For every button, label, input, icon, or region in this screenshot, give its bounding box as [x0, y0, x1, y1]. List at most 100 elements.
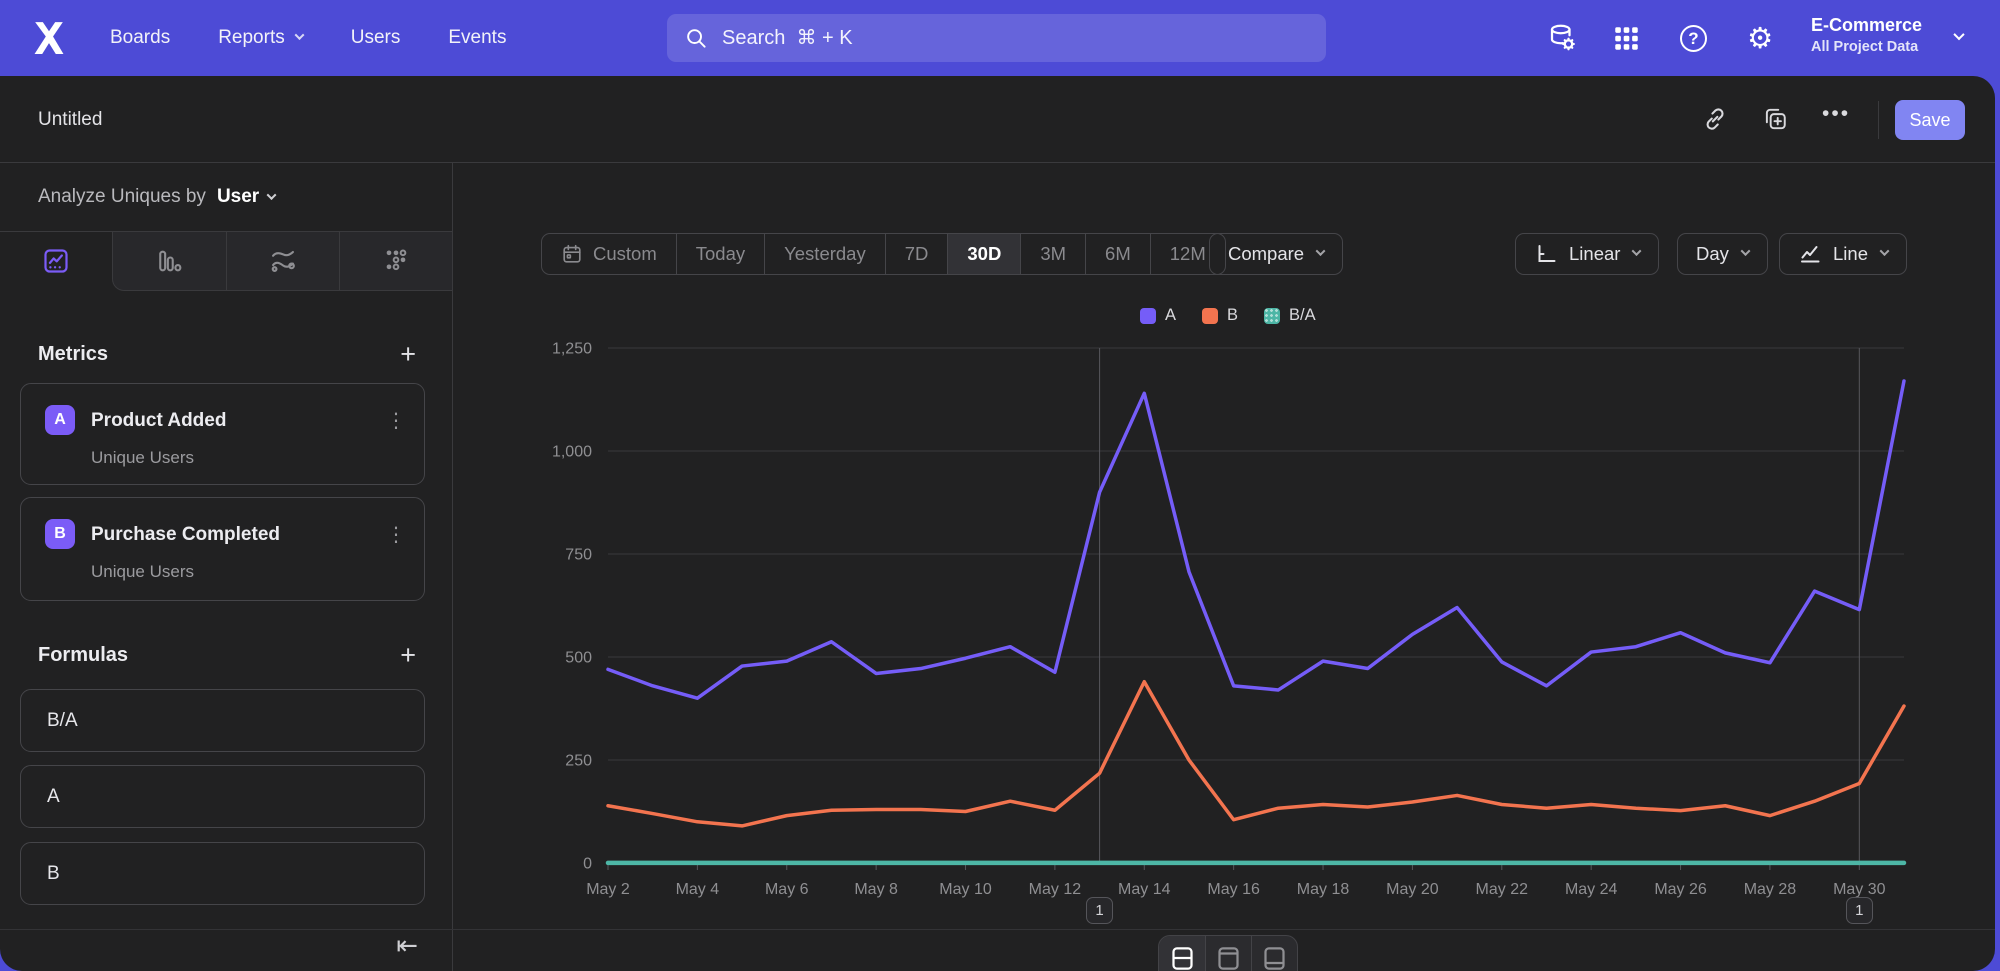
- range-7d[interactable]: 7D: [884, 234, 948, 274]
- formula-card-a[interactable]: A: [20, 765, 425, 828]
- svg-text:May 30: May 30: [1833, 881, 1886, 898]
- trend-chart-svg: 0 250 500 750 1,000 1,250 May 2 May 4 May 6 May 8…: [552, 341, 1907, 898]
- svg-text:May 14: May 14: [1118, 881, 1171, 898]
- collapse-sidebar-icon[interactable]: ⇤: [396, 931, 418, 961]
- query-builder-sidebar: Analyze Uniques by User Metrics + A Pr: [0, 163, 453, 971]
- mixpanel-logo-icon[interactable]: [32, 22, 66, 54]
- metric-card-product-added[interactable]: A Product Added ⋮ Unique Users: [20, 383, 425, 485]
- nav-item-boards[interactable]: Boards: [110, 27, 171, 48]
- copy-link-icon[interactable]: [1702, 106, 1728, 132]
- range-3m[interactable]: 3M: [1020, 234, 1085, 274]
- data-management-icon[interactable]: [1546, 22, 1578, 54]
- range-6m[interactable]: 6M: [1085, 234, 1150, 274]
- svg-text:May 16: May 16: [1207, 881, 1260, 898]
- nav-item-events[interactable]: Events: [448, 27, 507, 48]
- metric-subtitle[interactable]: Unique Users: [91, 562, 194, 581]
- app-panel: Untitled ••• Save Analyze Uniques by Use…: [0, 76, 1995, 971]
- search-icon: [685, 27, 708, 50]
- report-title[interactable]: Untitled: [38, 109, 103, 130]
- range-yesterday[interactable]: Yesterday: [764, 234, 885, 274]
- nav-item-users[interactable]: Users: [350, 27, 401, 48]
- metric-menu-button[interactable]: ⋮: [386, 408, 406, 432]
- metric-card-purchase-completed[interactable]: B Purchase Completed ⋮ Unique Users: [20, 497, 425, 601]
- project-selector[interactable]: E-Commerce All Project Data: [1811, 15, 1922, 55]
- trend-chart[interactable]: 0 250 500 750 1,000 1,250 May 2 May 4 May 6 May 8…: [460, 300, 1960, 960]
- chevron-down-icon: [266, 189, 277, 200]
- legend-swatch: [1202, 307, 1219, 324]
- tab-flow-chart[interactable]: [225, 232, 339, 291]
- tab-bar-chart[interactable]: [112, 232, 226, 291]
- legend-item-a[interactable]: A: [1140, 306, 1176, 325]
- compare-dropdown[interactable]: Compare: [1209, 233, 1344, 275]
- chevron-down-icon: [294, 30, 305, 41]
- range-today[interactable]: Today: [675, 234, 764, 274]
- svg-text:May 28: May 28: [1744, 881, 1797, 898]
- svg-text:May 4: May 4: [676, 881, 720, 898]
- more-options-button[interactable]: •••: [1822, 102, 1851, 125]
- range-30d[interactable]: 30D: [947, 234, 1021, 274]
- layout-split-button[interactable]: [1159, 936, 1205, 971]
- formulas-title: Formulas: [38, 643, 129, 666]
- layout-bottom-button[interactable]: [1251, 936, 1297, 971]
- annotation-marker[interactable]: 1: [1845, 897, 1873, 924]
- divider: [1878, 101, 1879, 139]
- search-bar[interactable]: [667, 14, 1326, 62]
- scale-dropdown[interactable]: Linear: [1515, 233, 1660, 275]
- metrics-header: Metrics +: [38, 340, 416, 368]
- save-button[interactable]: Save: [1895, 100, 1965, 140]
- svg-text:0: 0: [583, 856, 592, 873]
- help-icon[interactable]: ?: [1680, 25, 1707, 52]
- top-nav: Boards Reports Users Events ? ⚙ E-Commer…: [0, 0, 2000, 76]
- metric-badge: B: [45, 519, 75, 549]
- svg-text:250: 250: [565, 753, 592, 770]
- metric-menu-button[interactable]: ⋮: [386, 522, 406, 546]
- svg-text:May 8: May 8: [854, 881, 898, 898]
- svg-text:750: 750: [565, 547, 592, 564]
- range-12m[interactable]: 12M: [1149, 234, 1225, 274]
- add-metric-button[interactable]: +: [400, 338, 416, 369]
- svg-text:May 18: May 18: [1297, 881, 1350, 898]
- project-scope: All Project Data: [1811, 39, 1919, 55]
- svg-text:May 22: May 22: [1476, 881, 1529, 898]
- duplicate-icon[interactable]: [1762, 106, 1788, 132]
- formulas-header: Formulas +: [38, 641, 416, 669]
- metric-name: Product Added: [91, 410, 227, 431]
- metric-name: Purchase Completed: [91, 524, 280, 545]
- metric-subtitle[interactable]: Unique Users: [91, 448, 194, 467]
- legend-item-b[interactable]: B: [1202, 306, 1238, 325]
- range-custom[interactable]: Custom: [542, 234, 676, 274]
- analyze-uniques-row: Analyze Uniques by User: [0, 163, 452, 232]
- annotation-marker[interactable]: 1: [1086, 897, 1114, 924]
- svg-text:500: 500: [565, 650, 592, 667]
- svg-text:May 20: May 20: [1386, 881, 1439, 898]
- chart-area: Custom Today Yesterday 7D 30D 3M 6M 12M Compare…: [0, 163, 1995, 971]
- tab-metric-grid[interactable]: [338, 232, 452, 291]
- svg-text:May 26: May 26: [1654, 881, 1707, 898]
- divider: [0, 929, 1995, 930]
- legend-swatch: [1140, 307, 1156, 324]
- svg-text:May 12: May 12: [1029, 881, 1082, 898]
- settings-gear-icon[interactable]: ⚙: [1747, 20, 1773, 55]
- formula-label: B: [47, 863, 60, 884]
- add-formula-button[interactable]: +: [400, 639, 416, 670]
- search-input[interactable]: [722, 26, 1326, 50]
- apps-grid-icon[interactable]: [1610, 22, 1642, 54]
- chart-type-dropdown[interactable]: Line: [1779, 233, 1907, 275]
- chevron-down-icon: [1879, 246, 1890, 257]
- formula-card-b[interactable]: B: [20, 842, 425, 905]
- svg-text:May 10: May 10: [939, 881, 992, 898]
- formula-label: A: [47, 786, 60, 807]
- legend-swatch: [1264, 307, 1281, 324]
- nav-item-reports[interactable]: Reports: [218, 27, 305, 49]
- report-header: Untitled ••• Save: [0, 76, 1995, 163]
- interval-dropdown[interactable]: Day: [1677, 233, 1768, 275]
- layout-top-button[interactable]: [1205, 936, 1251, 971]
- analyze-by-selector[interactable]: User: [216, 186, 260, 207]
- chevron-down-icon: [1740, 246, 1751, 257]
- metric-badge: A: [45, 405, 75, 435]
- tab-line-chart[interactable]: [0, 232, 112, 291]
- legend-item-ba[interactable]: B/A: [1264, 306, 1316, 325]
- chart-type-tabs: [0, 232, 452, 291]
- formula-card-ba[interactable]: B/A: [20, 689, 425, 752]
- svg-text:1,250: 1,250: [552, 341, 592, 358]
